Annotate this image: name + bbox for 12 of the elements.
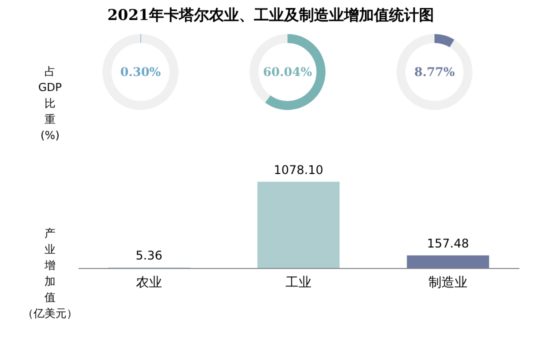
text: 占GDP比重(%): [38, 65, 62, 142]
text: 2021年卡塔尔农业、工业及制造业增加值统计图: [107, 6, 434, 24]
x-tick-label: 制造业: [428, 276, 468, 290]
data-label: 5.36: [136, 248, 162, 263]
x-tick-label: 工业: [286, 276, 312, 290]
data-label: 1078.10: [274, 162, 324, 177]
text: 8.77%: [414, 65, 456, 79]
text: 60.04%: [263, 65, 313, 79]
x-tick-label: 农业: [136, 276, 162, 290]
y-axis-title: 产业增加值（亿美元）: [22, 227, 78, 320]
text: 0.30%: [120, 65, 162, 79]
data-label: 157.48: [426, 236, 469, 250]
